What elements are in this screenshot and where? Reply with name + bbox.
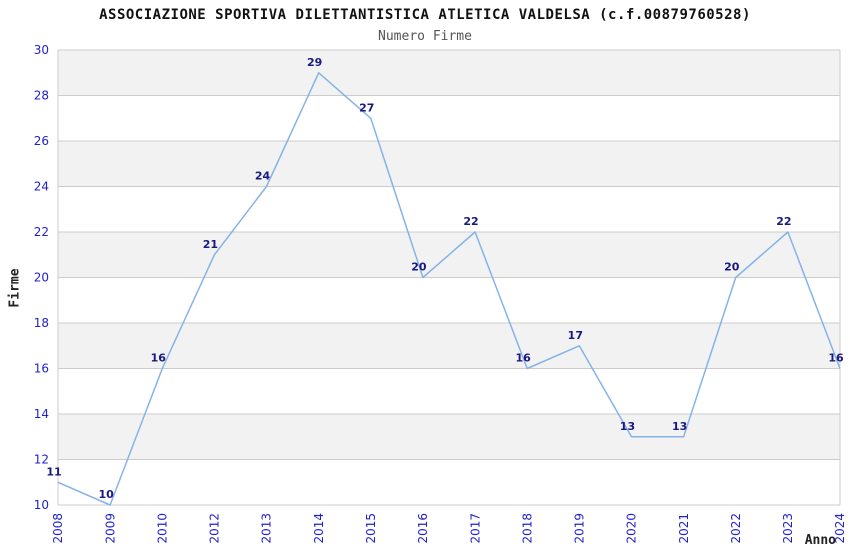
svg-text:Firme: Firme xyxy=(8,268,23,307)
chart-title: ASSOCIAZIONE SPORTIVA DILETTANTISTICA AT… xyxy=(99,7,751,23)
svg-text:22: 22 xyxy=(776,215,791,228)
svg-text:2008: 2008 xyxy=(51,513,65,544)
svg-text:16: 16 xyxy=(151,352,167,365)
svg-text:2019: 2019 xyxy=(573,513,587,544)
svg-text:16: 16 xyxy=(516,352,532,365)
svg-text:2018: 2018 xyxy=(520,513,534,544)
svg-text:30: 30 xyxy=(34,43,49,57)
svg-text:17: 17 xyxy=(568,329,583,342)
svg-text:2017: 2017 xyxy=(468,513,482,544)
svg-text:2015: 2015 xyxy=(364,513,378,544)
svg-text:2014: 2014 xyxy=(312,513,326,544)
svg-text:29: 29 xyxy=(307,56,322,69)
svg-text:24: 24 xyxy=(255,170,271,183)
y-tick-labels: 10 12 14 16 18 20 22 24 26 28 30 xyxy=(34,43,49,512)
svg-text:18: 18 xyxy=(34,316,49,330)
svg-text:13: 13 xyxy=(672,420,687,433)
svg-text:21: 21 xyxy=(203,238,218,251)
svg-text:26: 26 xyxy=(34,134,49,148)
svg-text:2009: 2009 xyxy=(103,513,117,544)
y-axis-title: Firme xyxy=(8,268,23,307)
svg-text:11: 11 xyxy=(46,465,61,478)
svg-text:2020: 2020 xyxy=(625,513,639,544)
svg-text:16: 16 xyxy=(34,362,49,376)
svg-text:22: 22 xyxy=(34,225,49,239)
svg-text:20: 20 xyxy=(34,271,49,285)
svg-text:22: 22 xyxy=(463,215,478,228)
svg-text:10: 10 xyxy=(34,498,49,512)
grid-bands xyxy=(58,50,840,460)
svg-text:2024: 2024 xyxy=(833,513,847,544)
svg-text:20: 20 xyxy=(724,261,740,274)
svg-text:20: 20 xyxy=(411,261,427,274)
svg-text:2021: 2021 xyxy=(677,513,691,544)
series-line xyxy=(57,72,841,506)
y-gridlines xyxy=(57,49,841,506)
svg-text:16: 16 xyxy=(828,352,844,365)
svg-text:2023: 2023 xyxy=(781,513,795,544)
svg-text:27: 27 xyxy=(359,101,374,114)
svg-text:28: 28 xyxy=(34,89,49,103)
axis-titles: Firme Anno xyxy=(8,268,837,548)
svg-text:2012: 2012 xyxy=(208,513,222,544)
svg-text:10: 10 xyxy=(98,488,114,501)
x-tick-labels: 2008 2009 2010 2012 2013 2014 2015 2016 2017 2018… xyxy=(51,513,847,544)
chart-subtitle: Numero Firme xyxy=(378,29,472,44)
data-labels: 11 10 16 21 24 29 27 20 22 16 17 13 13 20 22 16 xyxy=(46,56,844,501)
svg-text:2022: 2022 xyxy=(729,513,743,544)
svg-text:14: 14 xyxy=(34,407,49,421)
svg-text:2013: 2013 xyxy=(260,513,274,544)
svg-text:12: 12 xyxy=(34,453,49,467)
svg-text:2016: 2016 xyxy=(416,513,430,544)
svg-text:13: 13 xyxy=(620,420,635,433)
x-axis-title: Anno xyxy=(805,533,836,548)
svg-text:24: 24 xyxy=(34,180,49,194)
svg-text:2010: 2010 xyxy=(155,513,169,544)
